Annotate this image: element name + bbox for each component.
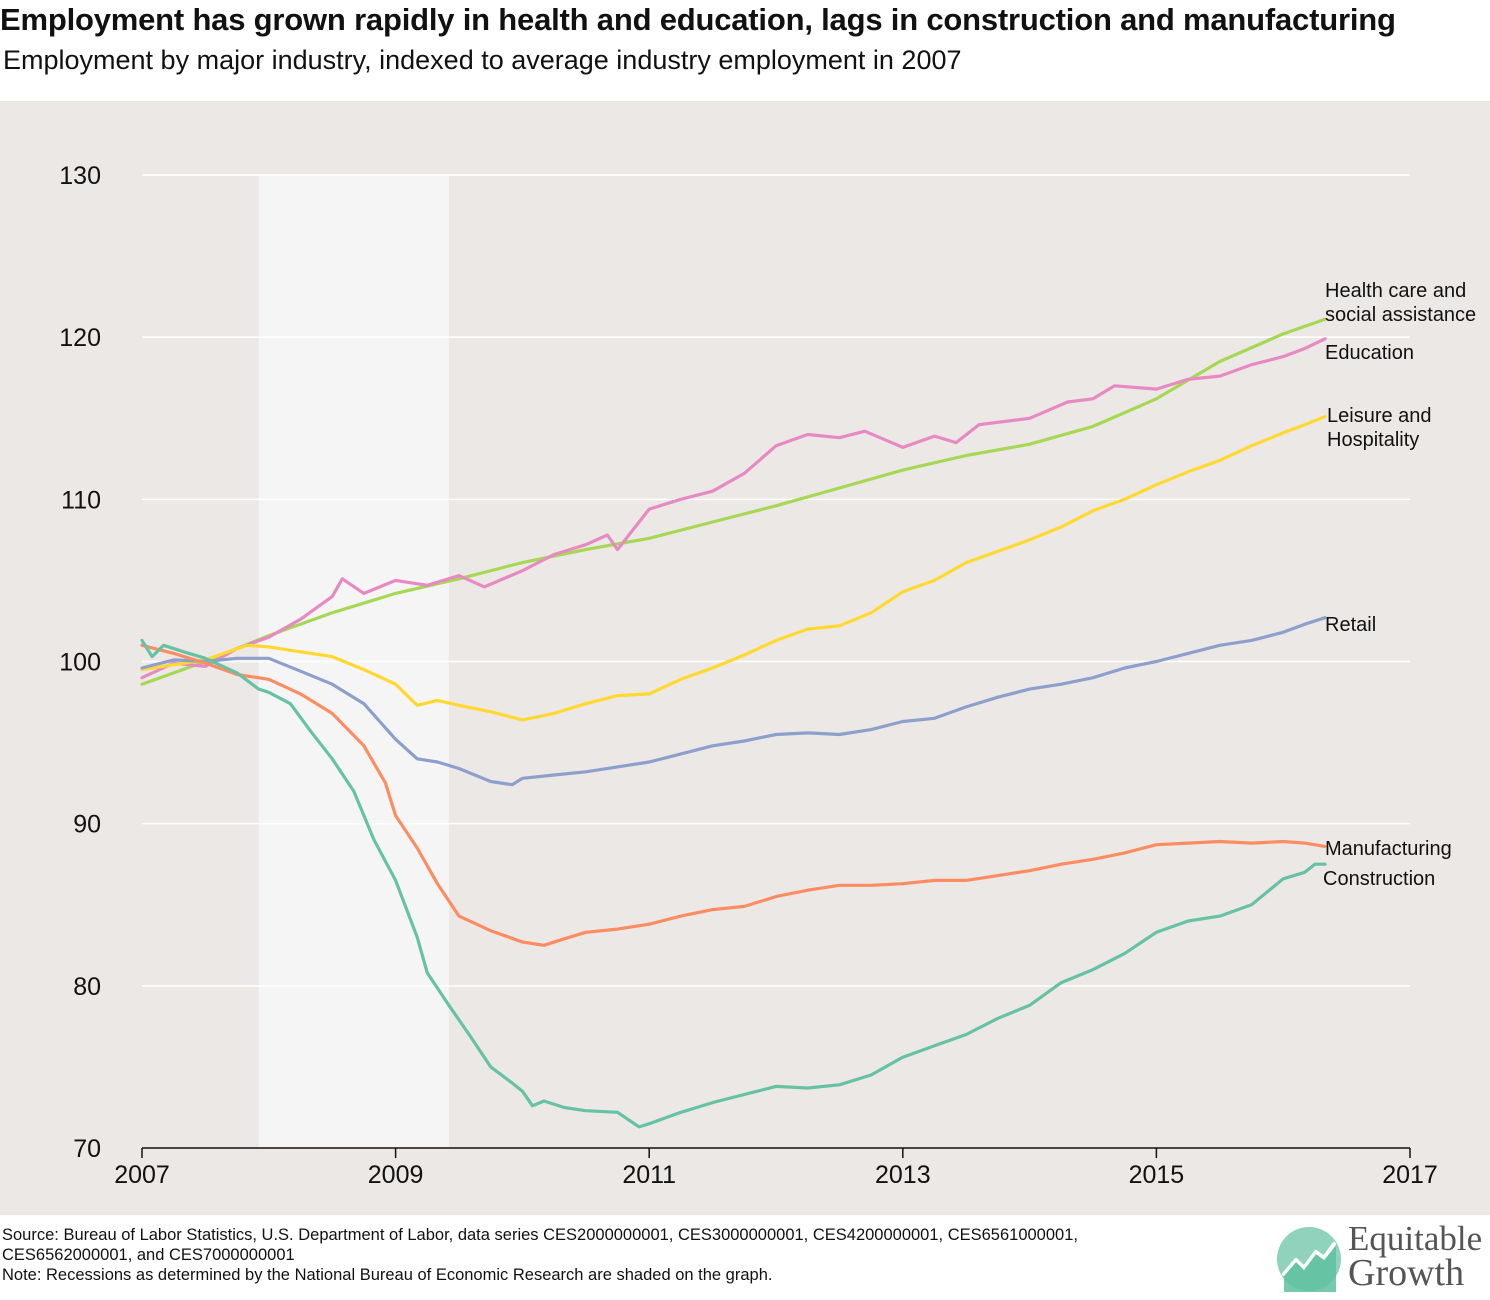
- grid-layer: [142, 174, 1410, 987]
- y-tick-label: 100: [59, 649, 101, 677]
- series-label: Construction: [1323, 868, 1435, 890]
- series-label: Manufacturing: [1325, 838, 1452, 860]
- recession-note: Note: Recessions as determined by the Na…: [2, 1266, 773, 1284]
- x-tick-label: 2017: [1382, 1161, 1438, 1189]
- series-label: Hospitality: [1327, 429, 1419, 451]
- y-tick-label: 90: [73, 811, 101, 839]
- series-line: [140, 638, 1327, 1129]
- x-tick-label: 2007: [114, 1161, 170, 1189]
- logo-line-1: Equitable: [1348, 1219, 1483, 1258]
- series-label: Education: [1325, 342, 1414, 364]
- logo-line-2: Growth: [1348, 1252, 1465, 1294]
- chart-title: Employment has grown rapidly in health a…: [0, 2, 1396, 37]
- series-line: [140, 415, 1327, 722]
- series-label: Retail: [1325, 614, 1376, 636]
- series-line: [140, 337, 1327, 680]
- logo-wordmark: Equitable Growth: [1348, 1219, 1483, 1294]
- series-label: Health care and: [1325, 280, 1466, 302]
- source-note: Source: Bureau of Labor Statistics, U.S.…: [2, 1226, 1078, 1264]
- y-tick-label: 70: [73, 1135, 101, 1163]
- series-layer: [140, 317, 1327, 1129]
- x-tick-label: 2013: [875, 1161, 931, 1189]
- x-tick-label: 2015: [1129, 1161, 1185, 1189]
- series-line: [140, 643, 1327, 947]
- logo-emblem-icon: [1277, 1227, 1341, 1292]
- series-label: social assistance: [1325, 304, 1476, 326]
- x-tick-label: 2011: [622, 1161, 676, 1189]
- series-line: [140, 317, 1327, 686]
- series-label: Leisure and: [1327, 405, 1432, 427]
- series-line: [140, 616, 1327, 787]
- y-tick-label: 110: [61, 486, 101, 514]
- y-tick-label: 80: [73, 973, 101, 1001]
- chart-subtitle: Employment by major industry, indexed to…: [3, 45, 962, 75]
- equitable-growth-logo[interactable]: Equitable Growth: [1276, 1219, 1490, 1294]
- axis-layer: 70 80 90 100 110 120 130 2007 2009 2011 2013 2015 20…: [59, 162, 1438, 1189]
- y-tick-label: 120: [59, 324, 101, 352]
- x-tick-label: 2009: [368, 1161, 424, 1189]
- y-tick-label: 130: [59, 162, 101, 190]
- footer: Source: Bureau of Labor Statistics, U.S.…: [2, 1225, 1162, 1285]
